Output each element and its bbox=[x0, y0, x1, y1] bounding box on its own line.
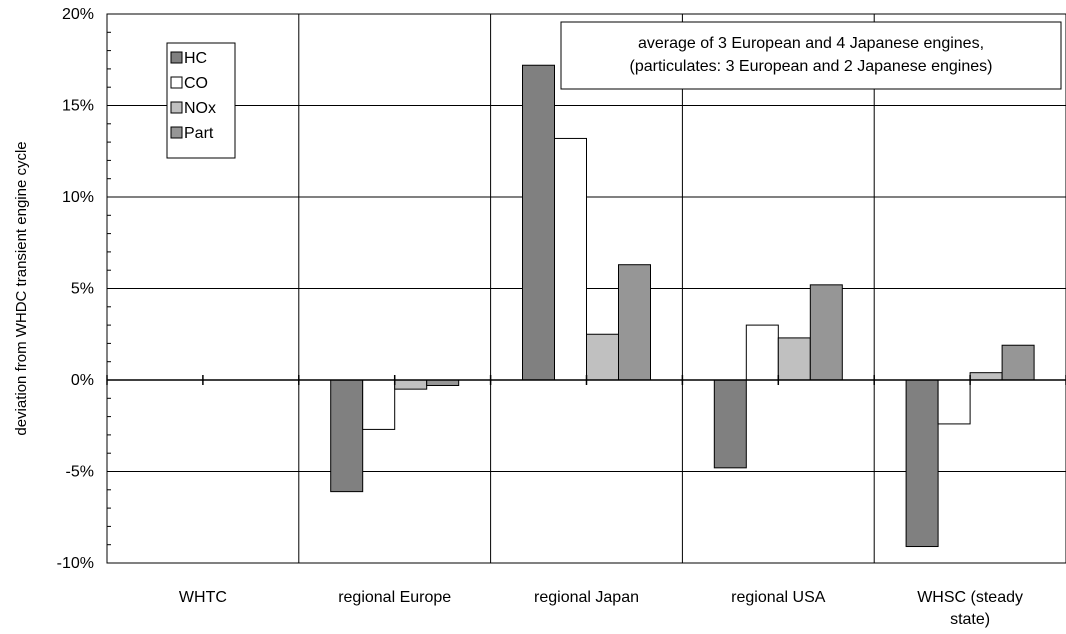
bar-co bbox=[554, 137, 587, 381]
legend-label: Part bbox=[184, 125, 214, 142]
bar-hc bbox=[522, 64, 555, 381]
y-tick-label: 10% bbox=[62, 189, 94, 206]
bar-nox bbox=[969, 372, 1003, 381]
y-tick-label: 15% bbox=[62, 98, 94, 115]
legend-label: CO bbox=[184, 75, 208, 92]
annotation-text: average of 3 European and 4 Japanese eng… bbox=[638, 35, 984, 52]
y-tick-label: -10% bbox=[57, 555, 94, 572]
legend-swatch-co bbox=[170, 76, 183, 89]
y-axis-label: deviation from WHDC transient engine cyc… bbox=[13, 141, 30, 435]
bar-co bbox=[362, 379, 396, 430]
x-tick-label: WHTC bbox=[179, 589, 227, 606]
bar-co bbox=[937, 379, 971, 425]
legend-swatch-nox bbox=[170, 101, 183, 114]
x-tick-label: WHSC (steady bbox=[917, 589, 1023, 606]
bar-part bbox=[809, 284, 843, 381]
x-tick-label: regional Europe bbox=[338, 589, 451, 606]
y-tick-label: 20% bbox=[62, 6, 94, 23]
annotation-box bbox=[560, 21, 1062, 90]
y-tick-label: -5% bbox=[66, 464, 94, 481]
x-tick-label: regional USA bbox=[731, 589, 826, 606]
bar-hc bbox=[330, 379, 364, 493]
x-tick-label: state) bbox=[950, 611, 990, 628]
legend-swatch-part bbox=[170, 126, 183, 139]
bar-part bbox=[618, 264, 651, 381]
bar-co bbox=[745, 324, 779, 381]
legend-label: HC bbox=[184, 50, 207, 67]
bar-part bbox=[426, 379, 460, 386]
annotation: average of 3 European and 4 Japanese eng… bbox=[560, 21, 1062, 90]
bar-hc bbox=[905, 379, 939, 548]
y-tick-label: 5% bbox=[71, 281, 94, 298]
bar-nox bbox=[586, 333, 619, 381]
y-tick-label: 0% bbox=[71, 372, 94, 389]
legend-label: NOx bbox=[184, 100, 216, 117]
bar-hc bbox=[713, 379, 747, 469]
bar-nox bbox=[777, 337, 811, 381]
x-tick-label: regional Japan bbox=[534, 589, 639, 606]
bar-part bbox=[1001, 344, 1035, 381]
legend: HC CO NOx Part bbox=[166, 42, 236, 159]
annotation-text: (particulates: 3 European and 2 Japanese… bbox=[630, 58, 993, 75]
legend-swatch-hc bbox=[170, 51, 183, 64]
bar-nox bbox=[394, 379, 428, 390]
